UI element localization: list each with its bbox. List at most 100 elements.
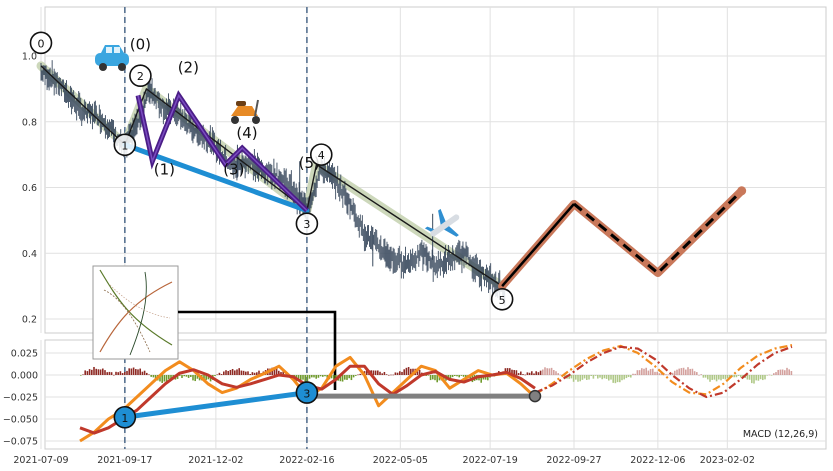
macd-histogram-bar [737,375,740,376]
macd-histogram-bar [181,375,183,379]
macd-histogram-bar [176,375,179,379]
car-window [114,47,120,53]
macd-histogram-bar [403,369,405,375]
projection-solid [501,203,575,287]
macd-histogram-bar [568,375,570,379]
inset-curve [99,269,173,346]
macd-histogram-bar [231,368,234,375]
macd-histogram-bar [132,367,135,375]
macd-histogram-bar [229,369,232,375]
macd-histogram-bar [597,375,599,379]
macd-projection-line [534,344,793,396]
macd-histogram-bar [196,375,199,379]
macd-histogram-bar [225,370,227,375]
x-tick-label: 2022-05-05 [373,455,428,466]
macd-histogram-bar [722,375,724,379]
macd-histogram-bar [480,375,482,383]
macd-histogram-bar [352,375,355,378]
car-wheel [118,63,126,71]
macd-histogram-bar [777,369,779,375]
macd-histogram-bar [436,375,438,383]
macd-histogram-bar [687,367,689,375]
macd-histogram-bar [614,375,617,384]
macd-histogram-bar [779,369,782,375]
macd-histogram-bar [762,375,764,381]
macd-histogram-bar [623,375,625,380]
macd-histogram-bar [715,375,718,382]
macd-histogram-bar [205,375,207,380]
macd-histogram-bar [207,375,210,380]
macd-y-tick-label: −0.050 [3,415,38,426]
macd-histogram-bar [366,370,368,375]
macd-histogram-bar [517,373,520,375]
macd-histogram-bar [236,369,238,375]
macd-histogram-bar [240,370,243,375]
macd-histogram-bar [718,375,720,380]
macd-histogram-bar [416,371,419,375]
wave-label: (2) [178,58,199,76]
macd-histogram-bar [559,374,562,376]
macd-histogram-bar [632,373,634,375]
macd-histogram-bar [610,375,612,380]
connector-line [178,310,337,390]
macd-histogram-bar [746,375,749,380]
macd-histogram-bar [302,375,304,380]
x-tick-label: 2021-07-09 [13,455,68,466]
price-y-tick-label: 0.4 [22,249,37,260]
macd-histogram-bar [106,372,108,375]
macd-histogram-bar [121,373,124,375]
macd-histogram-bar [454,375,456,376]
macd-histogram-bar [627,375,630,378]
macd-histogram-bar [119,371,122,375]
macd-histogram-bar [671,372,674,375]
airplane-fuselage [430,214,460,237]
macd-histogram-bar [652,368,654,375]
macd-histogram-bar [135,369,137,375]
airplane-wing [438,208,446,225]
macd-histogram-bar [220,374,223,375]
price-y-tick-label: 1.0 [22,52,37,63]
macd-histogram-bar [608,375,610,381]
macd-histogram-bar [720,375,722,381]
wave-label: (4) [236,124,257,142]
inset-curve [99,281,173,353]
macd-histogram-bar [377,370,379,375]
x-tick-label: 2023-02-02 [700,455,755,466]
macd-histogram-bar [273,367,276,375]
macd-histogram-bar [141,371,144,375]
trend-line [40,65,503,287]
macd-histogram-bar [333,375,335,380]
macd-histogram-bar [757,375,760,381]
macd-histogram-bar [271,367,273,375]
macd-histogram-bar [82,374,84,376]
macd-histogram-bar [326,375,328,378]
macd-histogram-bar [399,371,401,375]
x-tick-label: 2022-07-19 [463,455,518,466]
macd-histogram-bar [410,368,412,375]
scooter-seat [236,101,246,106]
macd-histogram-bar [594,375,597,376]
macd-histogram-bar [357,374,359,376]
macd-histogram-bar [462,375,465,377]
wave-label-circle [309,143,333,166]
inset-curve [109,284,171,319]
macd-histogram-bar [146,372,148,375]
macd-grey-end [528,389,542,403]
macd-histogram-bar [557,373,559,375]
macd-histogram-bar [238,368,240,375]
macd-histogram-bar [711,375,713,380]
macd-histogram-bar [645,367,647,375]
macd-histogram-bar [165,375,168,383]
macd-histogram-bar [630,375,632,378]
wave-label: 4 [318,149,325,162]
macd-histogram-bar [586,375,588,381]
macd-histogram-bar [700,374,702,375]
wave-label: 5 [499,294,506,307]
macd-histogram-bar [308,375,311,379]
x-tick-label: 2022-02-16 [279,455,334,466]
car-wheel [99,63,107,71]
macd-histogram-bar [674,370,676,375]
macd-histogram-bar [542,369,544,375]
macd-histogram-bar [379,371,381,375]
wave-label-circle [295,212,319,235]
